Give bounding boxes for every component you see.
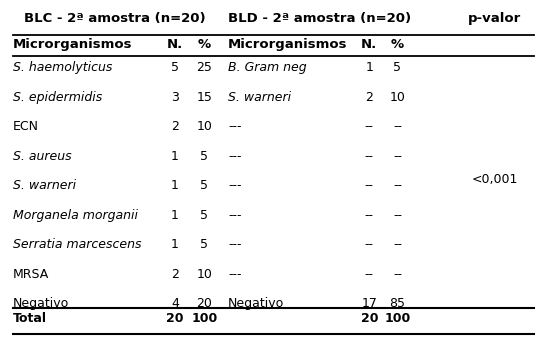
Text: --: -- [365,209,374,222]
Text: --: -- [393,268,402,281]
Text: S. warneri: S. warneri [228,91,292,104]
Text: MRSA: MRSA [12,268,49,281]
Text: 15: 15 [196,91,212,104]
Text: Serratia marcescens: Serratia marcescens [12,238,141,251]
Text: --: -- [393,238,402,251]
Text: 20: 20 [360,312,378,325]
Text: S. warneri: S. warneri [12,179,76,192]
Text: 10: 10 [390,91,405,104]
Text: <0,001: <0,001 [471,173,518,186]
Text: ---: --- [228,268,242,281]
Text: --: -- [393,150,402,163]
Text: ---: --- [228,179,242,192]
Text: ECN: ECN [12,120,38,133]
Text: 2: 2 [171,120,179,133]
Text: 10: 10 [196,268,212,281]
Text: BLC - 2ª amostra (n=20): BLC - 2ª amostra (n=20) [24,12,206,25]
Text: p-valor: p-valor [468,12,521,25]
Text: --: -- [365,179,374,192]
Text: 1: 1 [171,209,179,222]
Text: 1: 1 [171,150,179,163]
Text: 100: 100 [191,312,217,325]
Text: 5: 5 [393,61,401,74]
Text: Negativo: Negativo [12,298,69,311]
Text: Microrganismos: Microrganismos [228,38,348,51]
Text: 5: 5 [200,150,208,163]
Text: --: -- [365,120,374,133]
Text: ---: --- [228,120,242,133]
Text: 85: 85 [390,298,406,311]
Text: 20: 20 [166,312,184,325]
Text: --: -- [365,150,374,163]
Text: S. epidermidis: S. epidermidis [12,91,102,104]
Text: BLD - 2ª amostra (n=20): BLD - 2ª amostra (n=20) [228,12,411,25]
Text: 100: 100 [384,312,411,325]
Text: 4: 4 [171,298,179,311]
Text: --: -- [365,268,374,281]
Text: 5: 5 [200,179,208,192]
Text: --: -- [393,209,402,222]
Text: --: -- [393,179,402,192]
Text: Microrganismos: Microrganismos [12,38,132,51]
Text: %: % [391,38,404,51]
Text: N.: N. [361,38,378,51]
Text: Morganela morganii: Morganela morganii [12,209,137,222]
Text: 2: 2 [365,91,373,104]
Text: ---: --- [228,150,242,163]
Text: 25: 25 [196,61,212,74]
Text: ---: --- [228,209,242,222]
Text: 17: 17 [361,298,377,311]
Text: 1: 1 [171,238,179,251]
Text: 20: 20 [196,298,212,311]
Text: ---: --- [228,238,242,251]
Text: %: % [197,38,211,51]
Text: 1: 1 [365,61,373,74]
Text: --: -- [365,238,374,251]
Text: N.: N. [167,38,183,51]
Text: Total: Total [12,312,47,325]
Text: 10: 10 [196,120,212,133]
Text: 5: 5 [200,238,208,251]
Text: S. aureus: S. aureus [12,150,71,163]
Text: Negativo: Negativo [228,298,285,311]
Text: 1: 1 [171,179,179,192]
Text: --: -- [393,120,402,133]
Text: 5: 5 [200,209,208,222]
Text: 3: 3 [171,91,179,104]
Text: 2: 2 [171,268,179,281]
Text: S. haemolyticus: S. haemolyticus [12,61,112,74]
Text: 5: 5 [171,61,179,74]
Text: B. Gram neg: B. Gram neg [228,61,307,74]
